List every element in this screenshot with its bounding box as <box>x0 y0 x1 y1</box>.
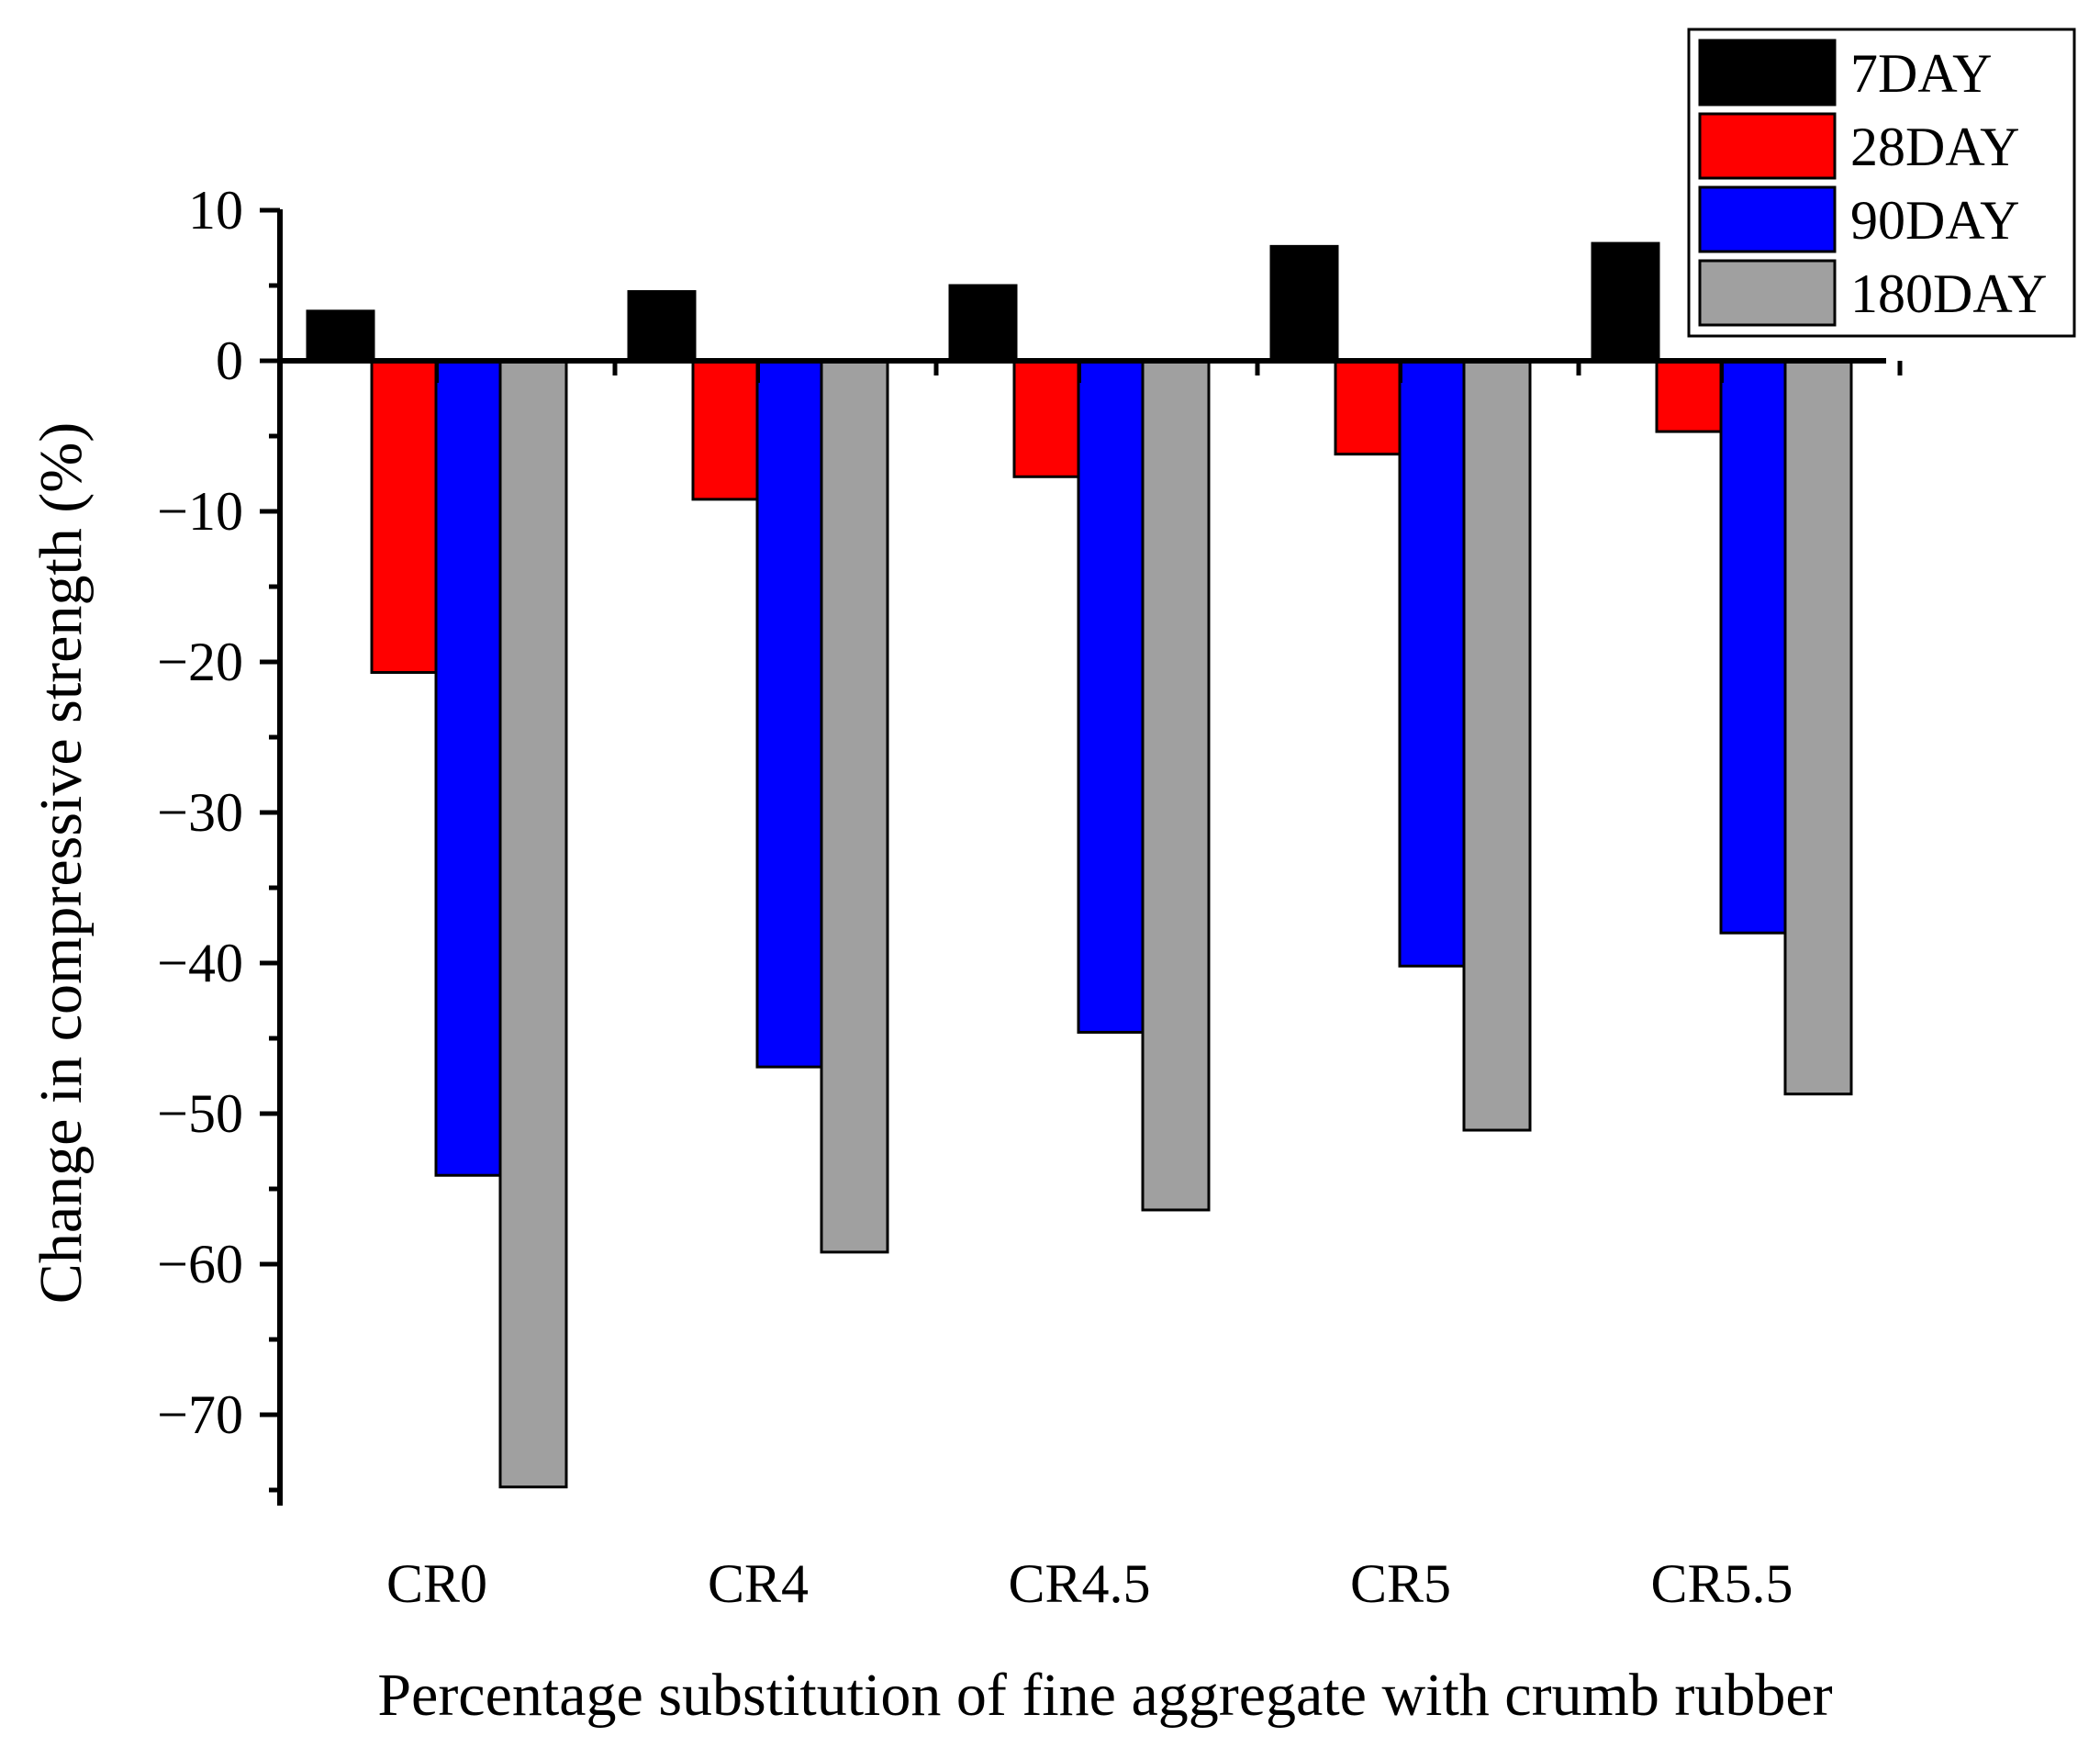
x-axis-title: Percentage substitution of fine aggregat… <box>377 1662 1832 1729</box>
bars-layer <box>306 241 1853 1489</box>
bar-7day-cr5-5 <box>1591 241 1660 363</box>
y-tick-label: −10 <box>157 481 243 542</box>
bar-7day-cr0 <box>306 309 375 363</box>
bar-90day-cr4-5 <box>1077 359 1146 1034</box>
bar-180day-cr5 <box>1462 359 1532 1132</box>
y-axis-title: Change in compressive strength (%) <box>28 422 95 1304</box>
x-category-label: CR0 <box>386 1553 487 1614</box>
bar-7day-cr4 <box>627 290 697 363</box>
x-category-label: CR5.5 <box>1650 1553 1793 1614</box>
bar-180day-cr5-5 <box>1783 359 1853 1096</box>
y-tick-label: −30 <box>157 782 243 843</box>
bar-7day-cr5 <box>1269 244 1339 363</box>
bar-90day-cr5-5 <box>1719 359 1789 935</box>
legend-swatch-180day <box>1698 259 1837 327</box>
y-tick-label: 10 <box>188 180 243 241</box>
y-tick-label: −60 <box>157 1234 243 1294</box>
axes-layer: 10 0 −10 −20 −30 −40 −50 −60 −70 CR0 CR4 CR4.5 CR5 CR… <box>157 180 1903 1614</box>
x-category-label: CR4 <box>708 1553 809 1614</box>
legend-label-180day: 180DAY <box>1850 263 2047 324</box>
bar-28day-cr5 <box>1334 359 1403 456</box>
bar-28day-cr5-5 <box>1655 359 1725 433</box>
labels-layer: Percentage substitution of fine aggregat… <box>28 422 1833 1729</box>
y-tick-label: −20 <box>157 632 243 692</box>
bar-28day-cr4-5 <box>1012 359 1082 478</box>
y-tick-label: −70 <box>157 1384 243 1445</box>
bar-180day-cr0 <box>498 359 568 1489</box>
legend-swatch-7day <box>1698 39 1837 106</box>
y-tick-label: −40 <box>157 933 243 993</box>
legend-label-28day: 28DAY <box>1850 117 2019 177</box>
bar-28day-cr4 <box>691 359 761 501</box>
bar-180day-cr4-5 <box>1141 359 1211 1212</box>
x-category-label: CR5 <box>1350 1553 1451 1614</box>
legend-swatch-90day <box>1698 185 1837 253</box>
bar-28day-cr0 <box>370 359 440 674</box>
x-category-label: CR4.5 <box>1008 1553 1150 1614</box>
y-tick-label: 0 <box>216 331 243 391</box>
bar-90day-cr0 <box>434 359 504 1177</box>
bar-90day-cr5 <box>1398 359 1468 968</box>
legend-swatch-28day <box>1698 112 1837 180</box>
bar-90day-cr4 <box>755 359 825 1069</box>
legend-label-7day: 7DAY <box>1850 43 1992 104</box>
y-tick-label: −50 <box>157 1083 243 1144</box>
bar-180day-cr4 <box>820 359 889 1254</box>
bar-7day-cr4-5 <box>948 284 1018 363</box>
legend-label-90day: 90DAY <box>1850 190 2019 251</box>
legend: 7DAY 28DAY 90DAY 180DAY <box>1687 28 2076 338</box>
